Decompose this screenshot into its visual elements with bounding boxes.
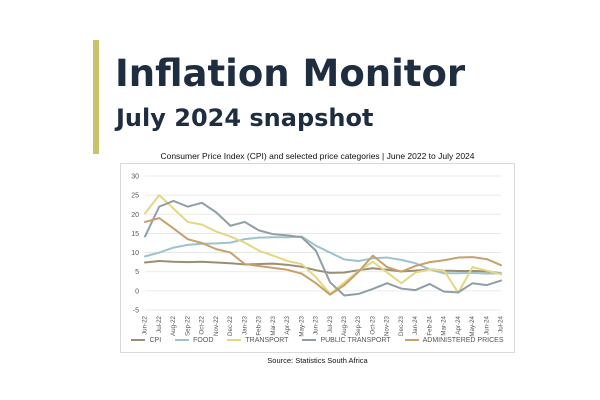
page-subtitle: July 2024 snapshot <box>116 104 374 132</box>
x-tick-label: Dec-23 <box>398 315 405 336</box>
page-title: Inflation Monitor <box>115 52 466 95</box>
accent-bar <box>93 40 99 154</box>
x-tick-label: Jun-24 <box>483 315 490 334</box>
x-tick-label: Mar-23 <box>270 315 277 335</box>
x-tick-label: Jul-24 <box>498 315 505 332</box>
x-tick-label: Jun-22 <box>142 315 149 334</box>
x-tick-label: Jan-23 <box>241 315 248 334</box>
legend-label: ADMINISTERED PRICES <box>422 336 504 344</box>
y-tick-label: -5 <box>133 308 139 315</box>
x-tick-label: Sep-23 <box>355 315 362 336</box>
x-tick-label: Apr-23 <box>284 315 291 334</box>
x-tick-label: Jul-23 <box>327 315 334 332</box>
x-tick-label: Jul-22 <box>156 315 163 332</box>
legend-label: CPI <box>149 336 162 344</box>
x-tick-label: Feb-24 <box>426 315 433 335</box>
legend-item: TRANSPORT <box>227 337 288 344</box>
legend-swatch <box>131 339 146 341</box>
x-tick-label: Jun-23 <box>313 315 320 334</box>
series-line-transport <box>144 194 502 295</box>
series-line-public-transport <box>144 199 502 297</box>
line-chart: -5 0 5 10 15 20 25 30 Jun-22 Jul-22 Aug-22 Sep-22 Oc… <box>131 174 505 337</box>
legend-swatch <box>302 339 317 341</box>
legend-swatch <box>175 339 190 341</box>
legend-label: TRANSPORT <box>245 336 289 344</box>
x-tick-label: Aug-23 <box>341 315 348 336</box>
y-tick-label: 0 <box>135 288 139 295</box>
x-tick-label: Oct-23 <box>369 315 376 334</box>
y-tick-label: 15 <box>131 231 139 238</box>
x-tick-label: Aug-22 <box>170 315 177 336</box>
legend-item: FOOD <box>175 337 213 344</box>
legend-item: PUBLIC TRANSPORT <box>302 336 391 344</box>
x-tick-label: Nov-22 <box>213 315 220 336</box>
x-tick-label: Oct-22 <box>199 315 206 334</box>
y-tick-label: 5 <box>135 269 139 276</box>
x-tick-label: May-24 <box>469 315 476 336</box>
x-tick-label: Jan-24 <box>412 315 419 334</box>
x-tick-label: Dec-22 <box>227 315 234 336</box>
y-tick-label: 10 <box>131 250 139 257</box>
legend-item: CPI <box>131 337 161 344</box>
legend-label: FOOD <box>193 336 214 344</box>
x-tick-label: Sep-22 <box>184 315 191 336</box>
y-tick-label: 25 <box>131 193 139 200</box>
x-tick-label: May-23 <box>298 315 305 336</box>
legend-swatch <box>404 339 419 341</box>
x-tick-label: Nov-23 <box>384 315 391 336</box>
y-tick-label: 30 <box>131 174 139 181</box>
x-tick-label: Feb-23 <box>256 315 263 335</box>
series-line-administered-prices <box>144 217 502 296</box>
chart-legend: CPI FOOD TRANSPORT PUBLIC TRANSPORT ADMINIST… <box>120 334 515 346</box>
x-tick-label: Mar-24 <box>441 315 448 335</box>
legend-label: PUBLIC TRANSPORT <box>320 336 391 344</box>
chart-title: Consumer Price Index (CPI) and selected … <box>160 151 475 161</box>
chart-source: Source: Statistics South Africa <box>267 356 368 365</box>
chart-container: -5 0 5 10 15 20 25 30 Jun-22 Jul-22 Aug-22 Sep-22 Oc… <box>120 163 515 353</box>
x-tick-label: Apr-24 <box>455 315 462 334</box>
legend-swatch <box>227 339 242 341</box>
y-tick-label: 20 <box>131 212 139 219</box>
legend-item: ADMINISTERED PRICES <box>404 336 504 344</box>
